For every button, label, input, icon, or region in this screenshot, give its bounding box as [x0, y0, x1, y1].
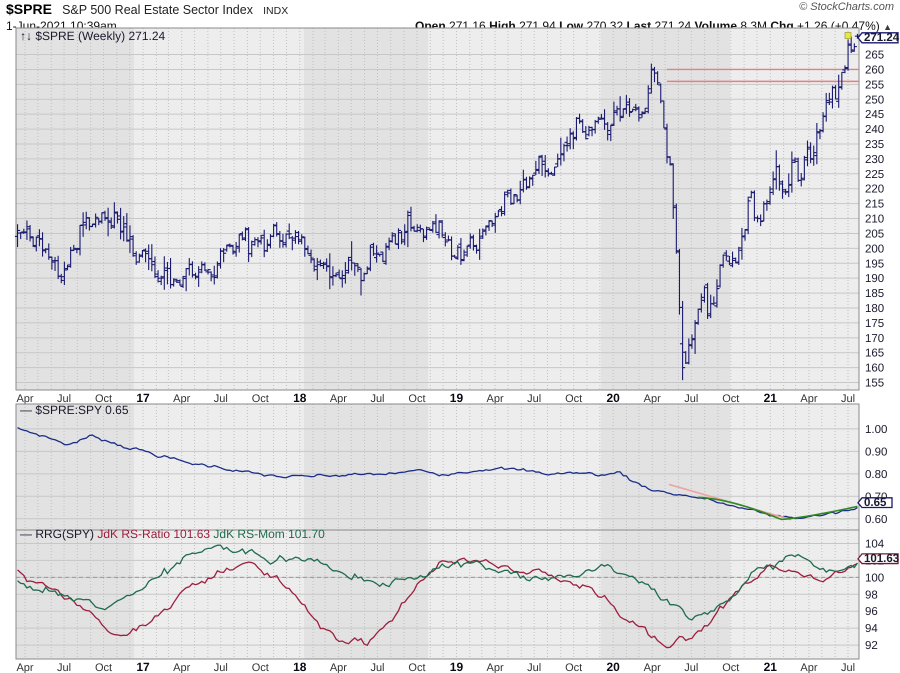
svg-text:Apr: Apr: [644, 662, 661, 673]
svg-text:Jul: Jul: [57, 662, 71, 673]
svg-text:Apr: Apr: [330, 662, 347, 673]
svg-text:Jul: Jul: [527, 662, 541, 673]
svg-text:Apr: Apr: [173, 662, 190, 673]
svg-text:21: 21: [764, 660, 778, 673]
svg-text:Jul: Jul: [214, 662, 228, 673]
svg-text:18: 18: [293, 660, 307, 673]
svg-text:Oct: Oct: [408, 662, 425, 673]
svg-text:Jul: Jul: [370, 662, 384, 673]
svg-text:Oct: Oct: [722, 662, 739, 673]
svg-text:Apr: Apr: [487, 662, 504, 673]
svg-text:— RRG(SPY) JdK RS-Ratio 101.63: — RRG(SPY) JdK RS-Ratio 101.63 JdK RS-Mo…: [20, 527, 325, 541]
svg-text:17: 17: [136, 660, 150, 673]
svg-text:Oct: Oct: [95, 662, 112, 673]
svg-text:Jul: Jul: [841, 662, 855, 673]
svg-text:Jul: Jul: [684, 662, 698, 673]
svg-text:Apr: Apr: [800, 662, 817, 673]
svg-text:Apr: Apr: [16, 662, 33, 673]
svg-text:92: 92: [865, 640, 878, 652]
svg-text:96: 96: [865, 606, 878, 618]
svg-text:98: 98: [865, 589, 878, 601]
svg-text:Oct: Oct: [252, 662, 269, 673]
svg-text:20: 20: [606, 660, 620, 673]
svg-text:104: 104: [865, 539, 885, 551]
svg-text:101.63: 101.63: [864, 553, 899, 565]
svg-text:94: 94: [865, 623, 878, 635]
svg-text:Oct: Oct: [565, 662, 582, 673]
svg-text:100: 100: [865, 572, 884, 584]
svg-text:19: 19: [450, 660, 464, 673]
